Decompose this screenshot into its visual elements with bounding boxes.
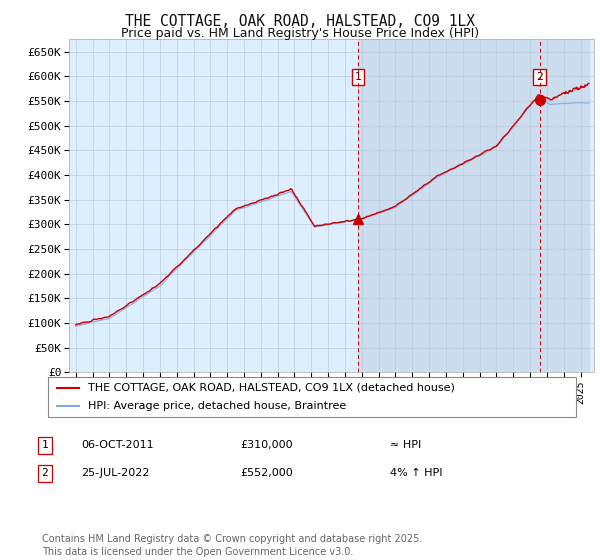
Text: Contains HM Land Registry data © Crown copyright and database right 2025.
This d: Contains HM Land Registry data © Crown c… xyxy=(42,534,422,557)
Text: 1: 1 xyxy=(41,440,49,450)
Text: £310,000: £310,000 xyxy=(240,440,293,450)
Text: 06-OCT-2011: 06-OCT-2011 xyxy=(81,440,154,450)
Text: 2: 2 xyxy=(41,468,49,478)
Text: THE COTTAGE, OAK ROAD, HALSTEAD, CO9 1LX (detached house): THE COTTAGE, OAK ROAD, HALSTEAD, CO9 1LX… xyxy=(88,383,454,393)
Text: 4% ↑ HPI: 4% ↑ HPI xyxy=(390,468,443,478)
Text: 1: 1 xyxy=(355,72,361,82)
Text: 2: 2 xyxy=(536,72,543,82)
Bar xyxy=(358,39,589,372)
Text: Price paid vs. HM Land Registry's House Price Index (HPI): Price paid vs. HM Land Registry's House … xyxy=(121,27,479,40)
Text: HPI: Average price, detached house, Braintree: HPI: Average price, detached house, Brai… xyxy=(88,402,346,411)
Text: THE COTTAGE, OAK ROAD, HALSTEAD, CO9 1LX: THE COTTAGE, OAK ROAD, HALSTEAD, CO9 1LX xyxy=(125,14,475,29)
Text: £552,000: £552,000 xyxy=(240,468,293,478)
Text: ≈ HPI: ≈ HPI xyxy=(390,440,421,450)
Text: 25-JUL-2022: 25-JUL-2022 xyxy=(81,468,149,478)
FancyBboxPatch shape xyxy=(48,377,576,417)
